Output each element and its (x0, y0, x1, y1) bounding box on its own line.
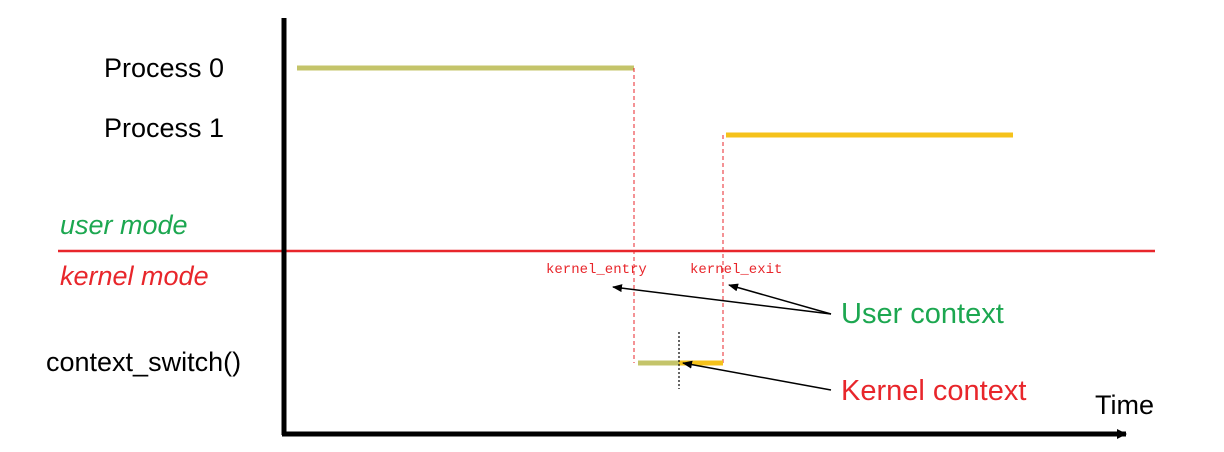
user-context-arrow-entry (612, 284, 832, 315)
time-axis-label: Time (1095, 390, 1154, 420)
process1-label: Process 1 (104, 113, 224, 143)
process0-label: Process 0 (104, 53, 224, 83)
user-context-label: User context (841, 298, 1004, 330)
user-mode-label: user mode (60, 210, 188, 240)
context-switch-label: context_switch() (46, 347, 241, 377)
kernel-context-arrow (682, 360, 832, 391)
kernel-mode-label: kernel mode (60, 261, 209, 291)
kernel-exit-label: kernel_exit (690, 262, 782, 278)
kernel-entry-label: kernel_entry (546, 262, 647, 278)
user-context-arrow-exit (728, 283, 832, 315)
kernel-context-label: Kernel context (841, 375, 1026, 407)
